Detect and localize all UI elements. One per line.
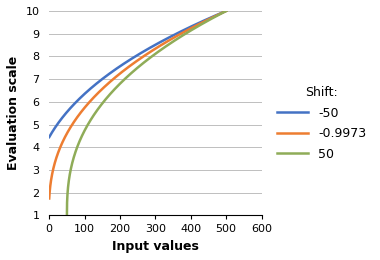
Line: -0.9973: -0.9973: [49, 11, 226, 198]
Legend: -50, -0.9973, 50: -50, -0.9973, 50: [272, 81, 371, 166]
-50: [186, 26, 191, 29]
-50: [56, 121, 60, 125]
-0.9973: [218, 12, 223, 15]
-50: [47, 135, 52, 139]
50: [190, 28, 195, 31]
50: [142, 61, 147, 64]
-0.9973: [219, 12, 223, 15]
50: [224, 9, 228, 12]
-50: [218, 12, 223, 15]
Line: -50: -50: [49, 11, 226, 137]
50: [138, 64, 142, 67]
Line: 50: 50: [67, 11, 226, 216]
-0.9973: [224, 9, 228, 12]
-0.9973: [128, 64, 133, 67]
50: [219, 12, 224, 15]
-0.9973: [133, 61, 138, 64]
-50: [224, 9, 228, 12]
50: [65, 214, 69, 217]
-0.9973: [186, 28, 191, 31]
50: [219, 12, 224, 15]
-50: [133, 55, 138, 58]
-0.9973: [47, 197, 52, 200]
50: [73, 152, 77, 155]
-50: [219, 11, 223, 15]
Y-axis label: Evaluation scale: Evaluation scale: [7, 56, 20, 170]
-0.9973: [56, 151, 60, 154]
X-axis label: Input values: Input values: [112, 240, 199, 253]
-50: [128, 58, 133, 61]
